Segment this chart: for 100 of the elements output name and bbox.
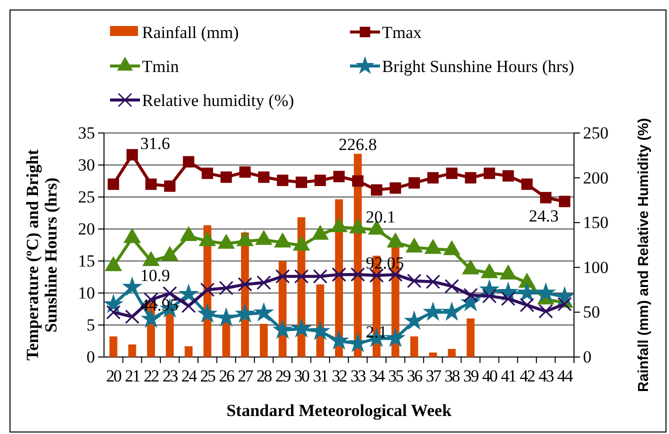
point bbox=[350, 267, 366, 282]
data-label: 226.8 bbox=[338, 134, 377, 154]
point bbox=[238, 277, 252, 292]
point bbox=[558, 196, 570, 208]
y2-tick-label: 0 bbox=[583, 347, 592, 366]
point bbox=[444, 278, 460, 294]
x-tick-label: 20 bbox=[106, 366, 122, 386]
point bbox=[106, 304, 121, 320]
bar bbox=[429, 352, 437, 357]
y-tick-label: 30 bbox=[78, 155, 95, 174]
legend-label: Rainfall (mm) bbox=[142, 23, 239, 42]
point bbox=[122, 276, 142, 296]
x-tick-label: 44 bbox=[557, 366, 574, 386]
point bbox=[404, 310, 424, 330]
x-tick-label: 37 bbox=[426, 366, 442, 386]
point bbox=[254, 302, 274, 322]
point bbox=[557, 296, 572, 312]
point bbox=[126, 149, 138, 160]
x-tick-label: 32 bbox=[332, 366, 347, 386]
point bbox=[218, 280, 234, 296]
point bbox=[310, 320, 330, 340]
x-tick-label: 39 bbox=[463, 366, 479, 386]
point bbox=[446, 168, 458, 180]
data-label: 44.95 bbox=[140, 296, 178, 315]
point bbox=[406, 274, 422, 288]
point bbox=[312, 269, 328, 284]
x-tick-label: 22 bbox=[144, 366, 159, 386]
point bbox=[291, 318, 312, 338]
bar bbox=[466, 318, 475, 357]
point bbox=[296, 176, 308, 188]
x-tick-label: 29 bbox=[275, 366, 291, 386]
x-tick-label: 33 bbox=[350, 366, 366, 386]
x-tick-label: 27 bbox=[238, 366, 254, 386]
point bbox=[352, 175, 364, 187]
y2-axis-title: Rainfall (mm) and Relative Humidity (%) bbox=[636, 118, 652, 392]
point bbox=[332, 267, 346, 282]
bar bbox=[410, 336, 418, 357]
point bbox=[502, 170, 514, 182]
y-axis-title: Temperature (ºC) and Bright Sunshine Hours (hrs) bbox=[23, 149, 61, 361]
x-tick-label: 35 bbox=[388, 366, 404, 386]
x-tick-label: 41 bbox=[500, 366, 516, 386]
point bbox=[276, 174, 288, 186]
x-tick-label: 38 bbox=[444, 366, 460, 386]
y2-tick-label: 100 bbox=[583, 258, 608, 277]
bar bbox=[184, 346, 193, 357]
bar bbox=[260, 324, 268, 357]
point bbox=[426, 274, 440, 289]
data-label: 20.1 bbox=[366, 207, 396, 226]
point bbox=[275, 269, 290, 284]
x-tick-label: 31 bbox=[312, 366, 328, 386]
point bbox=[333, 170, 345, 182]
y-tick-label: 15 bbox=[78, 251, 95, 270]
x-tick-label: 24 bbox=[181, 366, 198, 386]
y-tick-label: 20 bbox=[78, 219, 95, 238]
point bbox=[370, 184, 382, 196]
bar bbox=[166, 313, 174, 357]
bar bbox=[128, 344, 136, 357]
point bbox=[385, 328, 406, 348]
point bbox=[328, 330, 350, 350]
point bbox=[216, 307, 236, 327]
point bbox=[294, 269, 309, 284]
point bbox=[220, 171, 232, 183]
data-label: 10.9 bbox=[140, 266, 170, 286]
point bbox=[484, 168, 496, 180]
x-tick-label: 30 bbox=[294, 366, 310, 386]
point bbox=[538, 304, 554, 319]
y2-tick-label: 50 bbox=[583, 302, 600, 322]
data-label: 24.3 bbox=[528, 206, 559, 226]
point bbox=[145, 178, 157, 190]
point bbox=[427, 172, 439, 184]
point bbox=[422, 301, 444, 321]
point bbox=[182, 156, 194, 168]
point bbox=[178, 284, 199, 303]
x-tick-label: 23 bbox=[162, 366, 178, 386]
x-tick-label: 26 bbox=[218, 366, 234, 386]
point bbox=[239, 166, 251, 178]
point bbox=[520, 298, 534, 312]
point bbox=[103, 294, 124, 314]
point bbox=[536, 282, 556, 302]
point bbox=[408, 177, 420, 189]
y-tick-label: 5 bbox=[86, 315, 95, 334]
y2-tick-label: 200 bbox=[583, 168, 608, 188]
point bbox=[442, 301, 462, 321]
point bbox=[390, 182, 402, 194]
point bbox=[540, 192, 552, 204]
point bbox=[124, 309, 140, 324]
legend-label: Tmax bbox=[382, 23, 422, 42]
x-tick-label: 43 bbox=[538, 366, 554, 386]
y-tick-label: 25 bbox=[78, 187, 95, 206]
point bbox=[521, 178, 533, 190]
y2-tick-label: 250 bbox=[583, 123, 608, 142]
x-axis-title: Standard Meteorological Week bbox=[226, 401, 452, 420]
point bbox=[272, 319, 293, 339]
point bbox=[314, 174, 326, 186]
x-tick-label: 21 bbox=[124, 366, 140, 386]
x-tick-label: 28 bbox=[256, 366, 272, 386]
point bbox=[234, 303, 256, 323]
point bbox=[258, 171, 270, 183]
point bbox=[554, 286, 575, 306]
x-tick-label: 25 bbox=[200, 366, 216, 386]
